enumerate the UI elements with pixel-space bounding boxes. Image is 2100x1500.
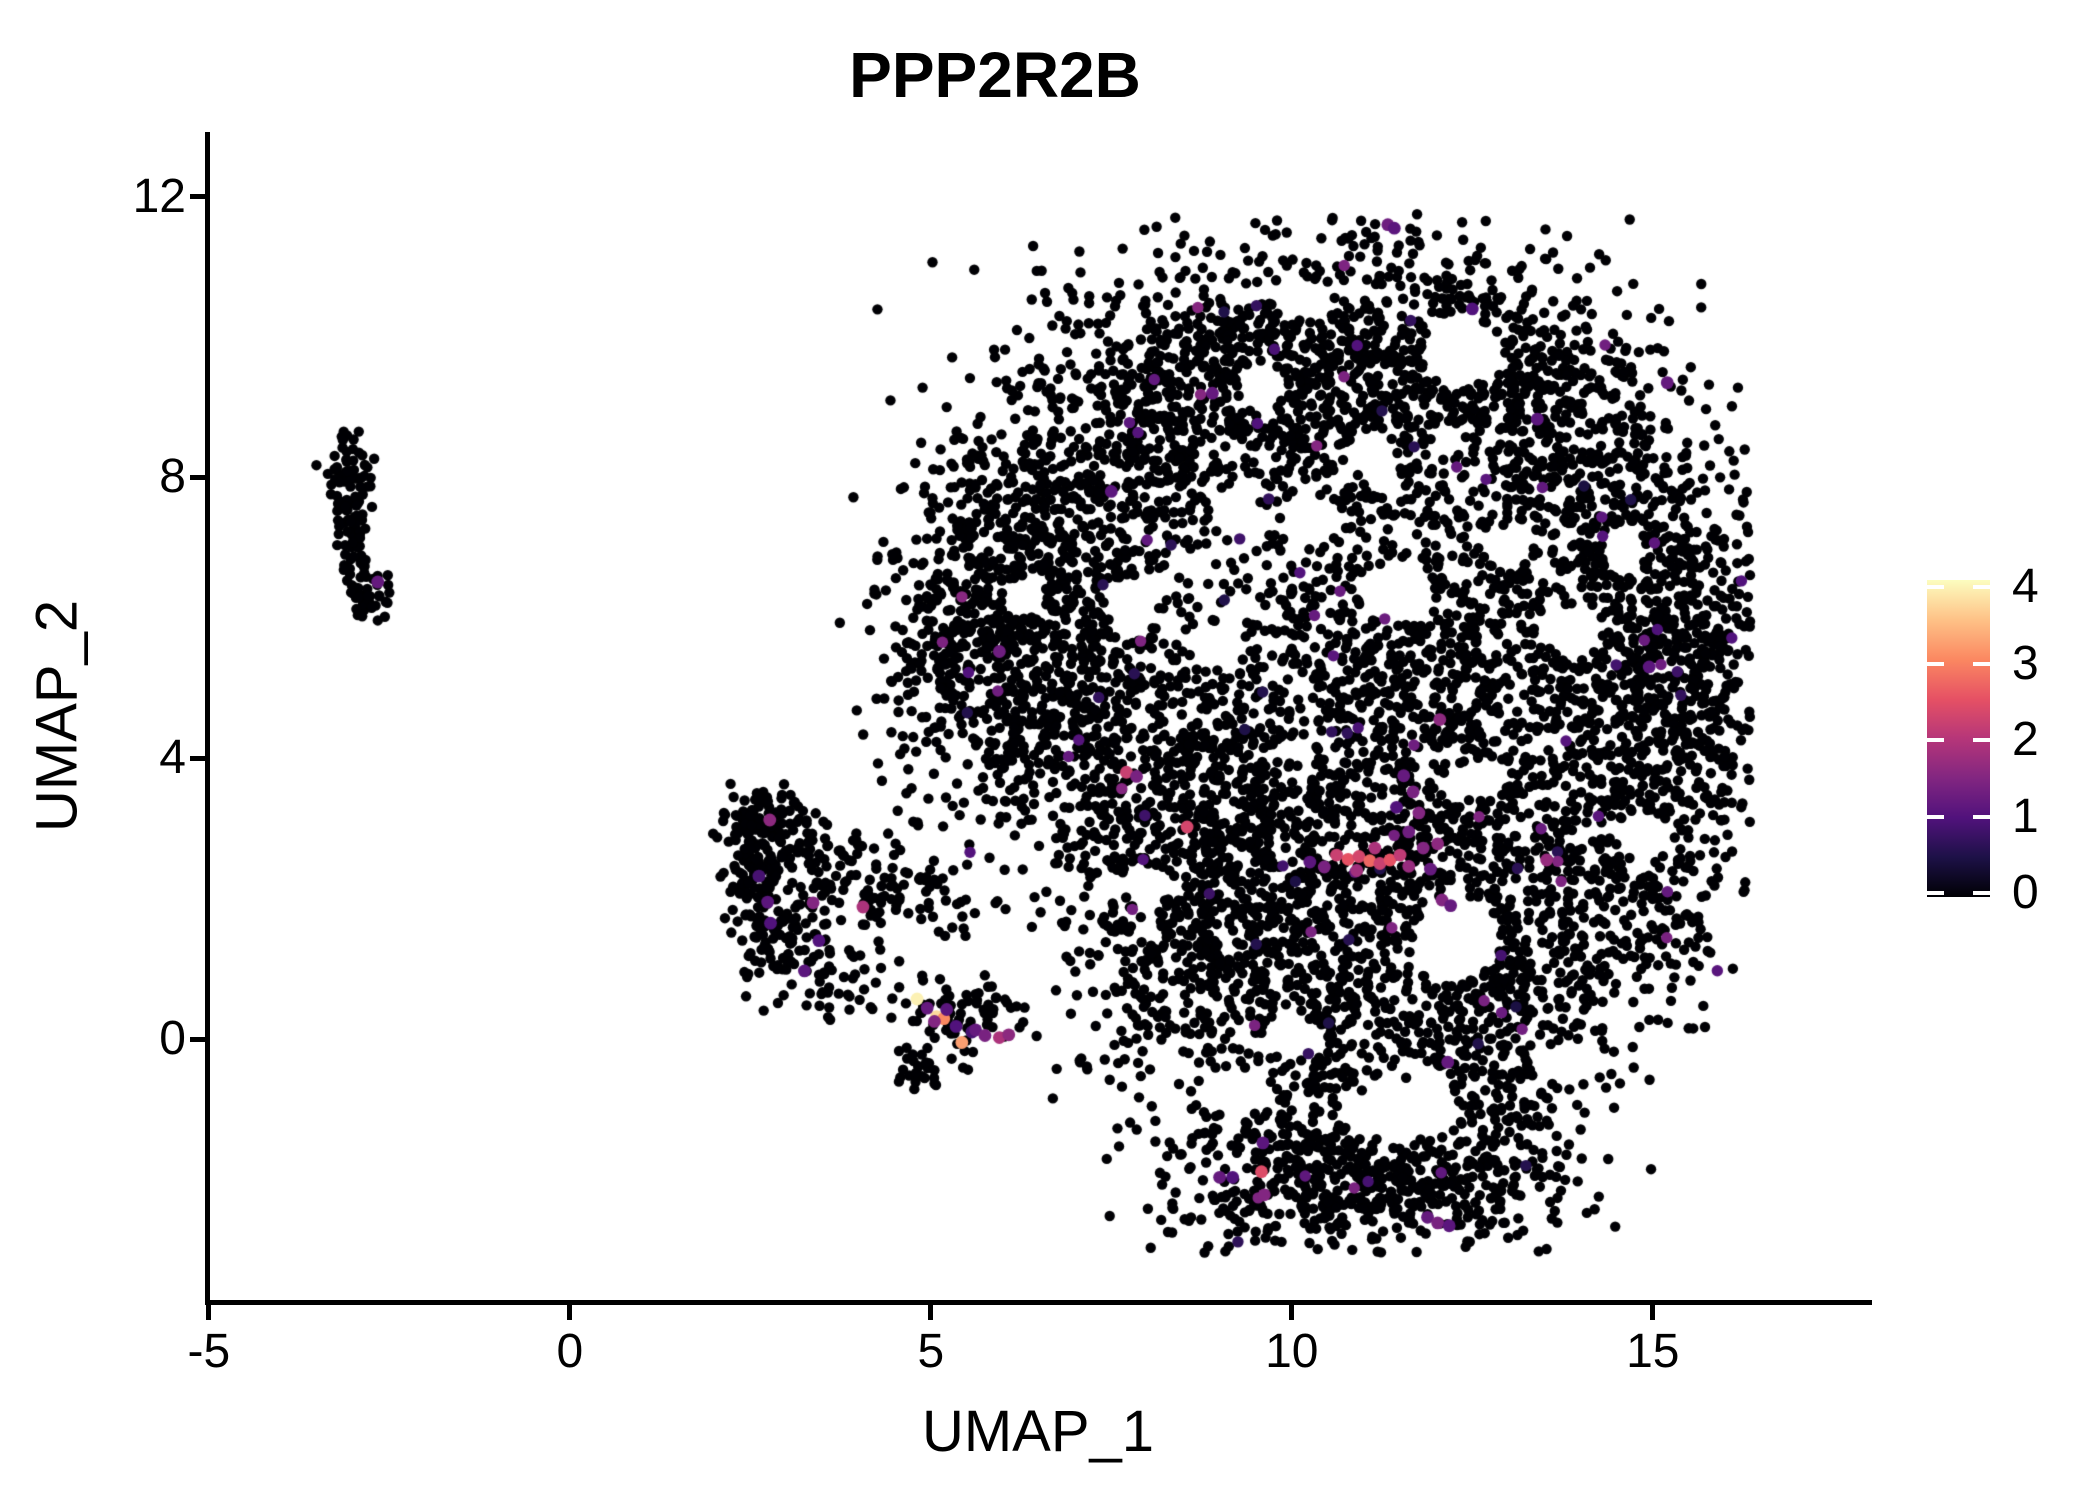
x-tick-mark — [567, 1305, 573, 1320]
y-tick-mark — [190, 474, 205, 480]
colorbar-tick-label: 0 — [2012, 866, 2039, 919]
colorbar-tick-mark — [1973, 661, 1990, 666]
y-axis-line — [205, 132, 210, 1305]
x-tick-label: 0 — [556, 1325, 584, 1378]
x-tick-mark — [1650, 1305, 1656, 1320]
y-tick-mark — [190, 755, 205, 761]
x-tick-label: 10 — [1265, 1325, 1319, 1378]
colorbar-tick-mark — [1973, 738, 1990, 742]
x-tick-label: 15 — [1626, 1325, 1680, 1378]
y-tick-label: 4 — [159, 731, 186, 785]
y-tick-mark — [190, 1036, 205, 1042]
x-tick-mark — [206, 1305, 212, 1320]
x-tick-mark — [1289, 1305, 1295, 1320]
colorbar-tick-label: 1 — [2012, 789, 2039, 843]
colorbar-tick-mark — [1927, 891, 1944, 895]
y-tick-label: 12 — [132, 169, 186, 223]
colorbar-tick-label: 2 — [2012, 713, 2039, 766]
x-tick-label: -5 — [187, 1325, 231, 1378]
colorbar-tick-mark — [1973, 585, 1990, 589]
y-tick-label: 8 — [159, 450, 186, 504]
colorbar-tick-mark — [1973, 891, 1990, 895]
y-axis-title: UMAP_2 — [24, 599, 90, 833]
x-axis-line — [205, 1300, 1872, 1305]
x-tick-label: 5 — [917, 1325, 945, 1378]
colorbar-tick-mark — [1927, 661, 1944, 666]
x-axis-title: UMAP_1 — [921, 1399, 1155, 1464]
colorbar-tick-mark — [1973, 814, 1990, 819]
colorbar-tick-mark — [1927, 585, 1944, 589]
colorbar-tick-label: 3 — [2012, 636, 2039, 690]
y-tick-label: 0 — [159, 1012, 186, 1065]
plot-title: PPP2R2B — [849, 39, 1141, 111]
colorbar-tick-label: 4 — [2012, 560, 2039, 613]
y-tick-mark — [190, 194, 205, 200]
x-tick-mark — [928, 1305, 934, 1320]
colorbar-tick-mark — [1927, 814, 1944, 819]
colorbar-tick-mark — [1927, 738, 1944, 742]
